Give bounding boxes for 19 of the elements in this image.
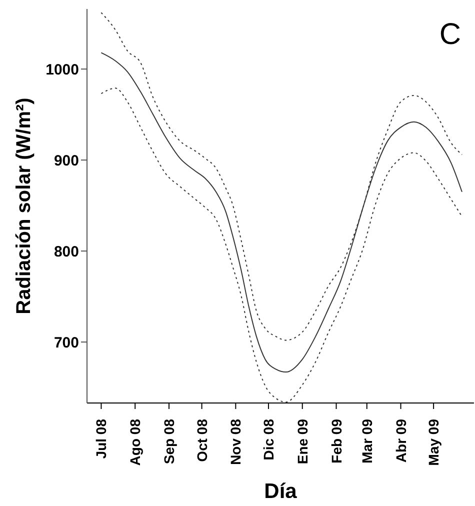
x-tick-label: Sep 08: [160, 418, 177, 464]
x-tick-label: Jul 08: [93, 418, 110, 459]
x-tick-label: Oct 08: [194, 418, 210, 462]
x-tick-label: Nov 08: [228, 418, 244, 465]
annotation: C: [439, 18, 461, 52]
x-tick-label: Feb 09: [328, 418, 344, 464]
y-tick-label: 700: [54, 334, 79, 352]
y-tick-label: 800: [54, 243, 79, 260]
x-tick-label: Dic 08: [260, 418, 276, 460]
y-axis-title: Radiación solar (W/m²): [13, 98, 35, 314]
x-tick-label: Mar 09: [358, 418, 375, 464]
x-tick-label: Abr 09: [392, 418, 409, 463]
y-tick-label: 1000: [46, 61, 79, 78]
x-tick-label: Ago 08: [127, 418, 144, 466]
x-tick-label: May 09: [426, 418, 442, 466]
line-series: [100, 88, 462, 403]
x-axis-title: Día: [264, 480, 298, 503]
y-tick-label: 900: [54, 152, 79, 170]
x-tick-label: Ene 09: [294, 418, 310, 464]
